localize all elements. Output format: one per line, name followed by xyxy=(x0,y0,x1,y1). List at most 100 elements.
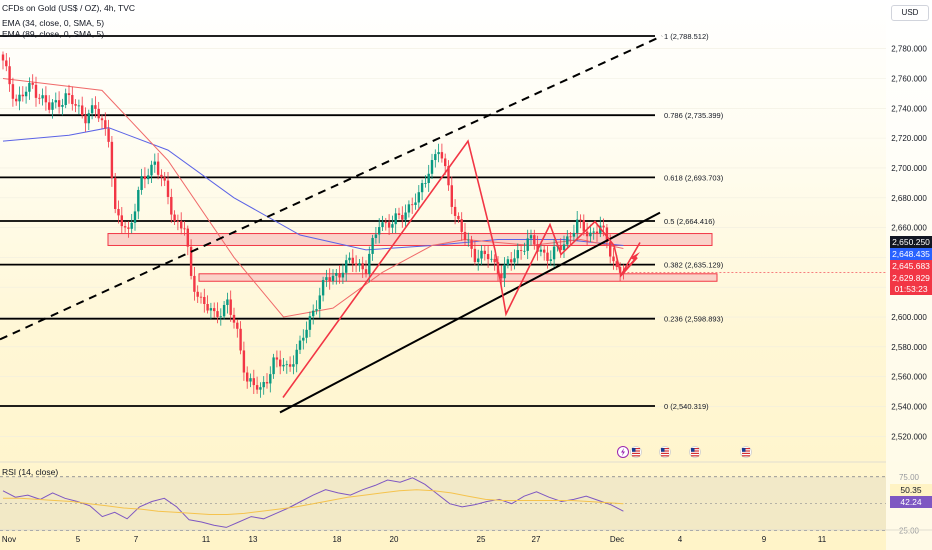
candle-body xyxy=(34,84,38,98)
candle-body xyxy=(21,94,24,97)
lightning-icon xyxy=(617,446,629,458)
price-tick-label: 2,720.000 xyxy=(891,134,927,143)
candle-body xyxy=(463,231,467,240)
us-flag-icon xyxy=(630,446,642,458)
time-tick-label: 4 xyxy=(678,535,683,544)
candle-body xyxy=(529,235,533,239)
candle-body xyxy=(81,105,84,116)
candle-body xyxy=(160,174,163,178)
candle-body xyxy=(143,176,147,180)
candle-body xyxy=(130,222,133,229)
price-tick-label: 2,680.000 xyxy=(891,194,927,203)
time-tick-label: 18 xyxy=(333,535,342,544)
currency-button[interactable]: USD xyxy=(891,5,929,21)
candle-body xyxy=(552,246,556,260)
candle-body xyxy=(44,95,48,103)
candle-body xyxy=(127,227,130,229)
candle-body xyxy=(232,314,236,323)
candle-body xyxy=(114,177,117,209)
candle-body xyxy=(104,120,107,129)
candle-body xyxy=(308,316,312,330)
candle-body xyxy=(315,309,318,311)
candle-body xyxy=(302,337,305,341)
candle-body xyxy=(120,215,123,227)
candle-body xyxy=(460,219,463,232)
ema89-legend[interactable]: EMA (89, close, 0, SMA, 5) xyxy=(2,29,105,39)
candle-body xyxy=(572,232,576,237)
rsi-ma-line xyxy=(3,489,624,515)
candle-body xyxy=(450,185,453,207)
price-tick-label: 2,660.000 xyxy=(891,224,927,233)
candle-body xyxy=(612,256,615,262)
fib-level-label: 1 (2,788.512) xyxy=(664,32,709,41)
time-axis[interactable]: Nov 5 7 11 13 18 20 25 27 Dec 4 9 11 xyxy=(0,529,932,544)
candle-body xyxy=(206,303,209,311)
rsi-band xyxy=(0,476,886,531)
candle-body xyxy=(513,258,516,263)
time-tick-label: Nov xyxy=(2,535,16,544)
candle-body xyxy=(526,238,529,251)
candle-body xyxy=(272,357,275,375)
candle-body xyxy=(288,364,292,367)
chart-title: CFDs on Gold (US$ / OZ), 4h, TVC xyxy=(2,3,136,13)
price-label-last: 2,650.250 xyxy=(890,236,932,248)
candle-body xyxy=(61,105,64,107)
candle-body xyxy=(348,257,351,261)
fib-level-label: 0 (2,540.319) xyxy=(664,402,709,411)
time-tick-label: 9 xyxy=(762,535,767,544)
candle-body xyxy=(430,160,434,174)
candle-body xyxy=(473,248,477,262)
candle-body xyxy=(67,93,71,96)
candle-body xyxy=(519,250,523,251)
fib-level-label: 0.236 (2,598.893) xyxy=(664,315,724,324)
rsi-ma-value: 50.35 xyxy=(890,484,932,496)
candle-body xyxy=(490,258,493,260)
support-resistance-zones[interactable] xyxy=(107,233,718,282)
rsi-legend[interactable]: RSI (14, close) xyxy=(2,467,59,477)
candle-body xyxy=(166,180,170,197)
candle-body xyxy=(295,349,298,365)
candle-body xyxy=(275,357,279,360)
dashed-trendline xyxy=(0,35,663,341)
candle-body xyxy=(427,173,430,183)
candle-body xyxy=(615,261,618,268)
candle-body xyxy=(424,182,427,184)
candle-body xyxy=(503,264,506,279)
candle-body xyxy=(354,263,358,266)
candle-body xyxy=(8,66,11,85)
candle-body xyxy=(500,274,503,279)
candle-body xyxy=(54,100,57,103)
candle-body xyxy=(378,227,381,235)
price-label-current: 2,629.829 xyxy=(890,272,932,284)
candle-body xyxy=(41,95,44,99)
candle-body xyxy=(305,329,308,338)
candle-body xyxy=(384,222,387,224)
candle-body xyxy=(249,378,252,382)
candle-body xyxy=(196,291,199,297)
candle-body xyxy=(539,249,543,252)
candle-body xyxy=(579,219,582,221)
candle-body xyxy=(117,208,120,216)
candle-body xyxy=(90,105,94,114)
ema34-legend[interactable]: EMA (34, close, 0, SMA, 5) xyxy=(2,18,105,28)
trend-drawings[interactable] xyxy=(0,35,886,414)
economic-events[interactable] xyxy=(617,446,752,458)
candle-body xyxy=(213,308,216,312)
ema-34-path xyxy=(2,78,624,318)
candle-body xyxy=(364,269,368,274)
fibonacci-retracement[interactable]: 1 (2,788.512) 0.786 (2,735.399) 0.618 (2,6… xyxy=(0,32,724,411)
time-tick-label: 13 xyxy=(249,535,258,544)
rsi-line xyxy=(2,477,624,528)
candle-body xyxy=(189,246,193,276)
price-tick-label: 2,580.000 xyxy=(891,343,927,352)
candle-body xyxy=(38,97,41,99)
candle-body xyxy=(549,259,552,261)
candle-body xyxy=(523,250,526,252)
candle-body xyxy=(153,161,156,165)
candle-body xyxy=(11,84,15,99)
candle-body xyxy=(97,108,100,119)
price-tick-label: 2,700.000 xyxy=(891,164,927,173)
candle-body xyxy=(420,183,424,193)
price-label-ema89: 2,648.435 xyxy=(890,248,932,260)
candle-body xyxy=(255,385,259,390)
